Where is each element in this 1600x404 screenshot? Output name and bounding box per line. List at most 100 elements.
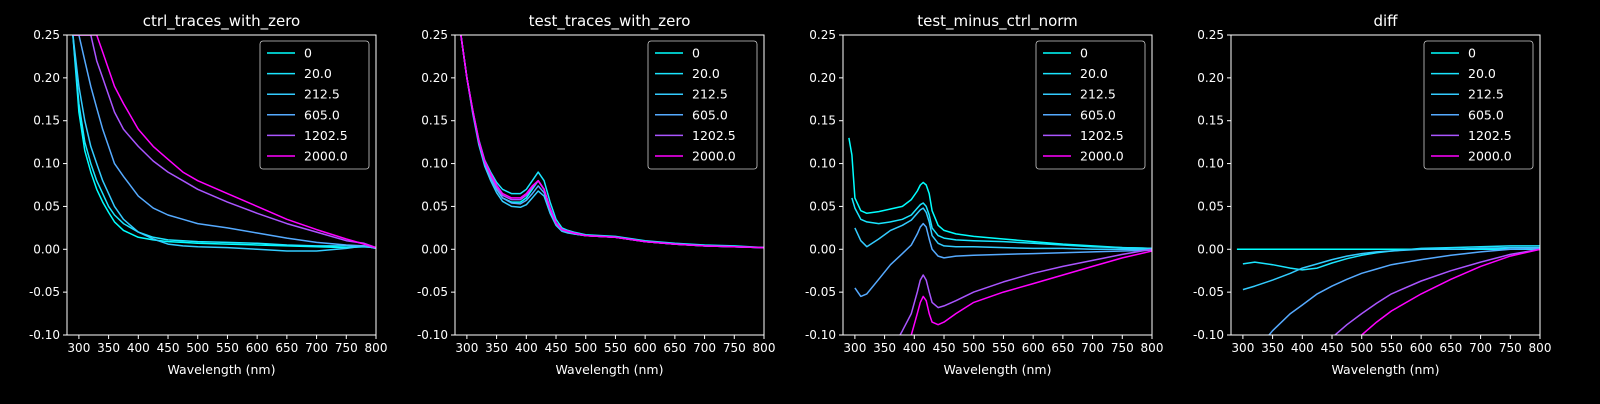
legend-label: 1202.5 [1080, 128, 1124, 143]
series-line-0 [848, 137, 1152, 250]
y-tick-label: -0.10 [805, 328, 836, 342]
y-tick-label: 0.05 [809, 199, 836, 213]
subplot-title: test_traces_with_zero [529, 12, 691, 31]
y-tick-label: -0.05 [29, 285, 60, 299]
axes-frame [66, 34, 377, 336]
legend: 0 20.0 212.5 605.0 1202.5 2000.0 [1035, 40, 1146, 170]
series-group [1236, 245, 1540, 335]
legend-label: 605.0 [1080, 107, 1116, 122]
legend-label: 605.0 [1468, 107, 1504, 122]
y-tick-label: 0.00 [1197, 242, 1224, 256]
legend-label: 0 [1468, 46, 1476, 61]
x-tick-label: 450 [157, 341, 180, 355]
legend: 0 20.0 212.5 605.0 1202.5 2000.0 [1423, 40, 1534, 170]
legend-label: 20.0 [304, 66, 332, 81]
x-tick-label: 500 [574, 341, 597, 355]
legend: 0 20.0 212.5 605.0 1202.5 2000.0 [647, 40, 758, 170]
y-tick-label: -0.05 [1193, 285, 1224, 299]
y-tick-label: 0.10 [809, 157, 836, 171]
y-tick-label: 0.10 [421, 157, 448, 171]
x-tick-label: 300 [843, 341, 866, 355]
x-tick-label: 400 [127, 341, 150, 355]
legend-label: 212.5 [692, 87, 728, 102]
legend-label: 1202.5 [692, 128, 736, 143]
x-tick-label: 700 [693, 341, 716, 355]
x-tick-label: 550 [604, 341, 627, 355]
x-axis-label: Wavelength (nm) [556, 362, 664, 377]
y-tick-label: 0.00 [809, 242, 836, 256]
x-tick-label: 500 [186, 341, 209, 355]
series-line-605-0 [1268, 247, 1540, 335]
y-tick-label: 0.05 [421, 199, 448, 213]
x-tick-label: 750 [723, 341, 746, 355]
x-tick-label: 600 [246, 341, 269, 355]
x-axis-label: Wavelength (nm) [1332, 362, 1440, 377]
x-tick-label: 400 [1291, 341, 1314, 355]
x-tick-label: 650 [275, 341, 298, 355]
x-tick-label: 350 [1261, 341, 1284, 355]
legend-label: 0 [304, 46, 312, 61]
y-tick-label: 0.20 [809, 71, 836, 85]
x-tick-label: 550 [1380, 341, 1403, 355]
y-tick-label: 0.25 [421, 28, 448, 42]
y-tick-label: 0.05 [33, 199, 60, 213]
y-tick-label: 0.20 [33, 71, 60, 85]
y-tick-label: -0.10 [1193, 328, 1224, 342]
series-line-0 [72, 35, 376, 249]
series-line-2000-0 [460, 35, 764, 249]
legend-label: 2000.0 [304, 149, 348, 164]
series-line-212-5 [72, 35, 376, 252]
series-line-212-5 [854, 207, 1152, 251]
y-tick-label: 0.15 [421, 114, 448, 128]
series-line-605-0 [72, 35, 376, 250]
x-tick-label: 650 [1051, 341, 1074, 355]
x-tick-label: 550 [216, 341, 239, 355]
x-tick-label: 750 [1111, 341, 1134, 355]
y-tick-label: -0.10 [29, 328, 60, 342]
y-tick-label: -0.05 [417, 285, 448, 299]
subplot-ctrl-traces: ctrl_traces_with_zero Wavelength (nm) 30… [29, 12, 388, 377]
y-tick-label: -0.10 [417, 328, 448, 342]
series-line-1202-5 [72, 35, 376, 249]
legend: 0 20.0 212.5 605.0 1202.5 2000.0 [259, 40, 370, 170]
legend-label: 212.5 [1468, 87, 1504, 102]
y-tick-label: 0.10 [1197, 157, 1224, 171]
legend-label: 0 [692, 46, 700, 61]
series-line-212-5 [1242, 246, 1540, 291]
axes-frame [1230, 34, 1541, 336]
subplot-title: ctrl_traces_with_zero [143, 12, 300, 31]
legend-label: 605.0 [692, 107, 728, 122]
x-tick-label: 300 [455, 341, 478, 355]
x-tick-label: 650 [663, 341, 686, 355]
y-tick-label: 0.20 [1197, 71, 1224, 85]
x-tick-label: 700 [305, 341, 328, 355]
x-tick-label: 400 [903, 341, 926, 355]
series-group [460, 35, 764, 249]
legend-label: 2000.0 [1468, 149, 1512, 164]
legend-label: 1202.5 [304, 128, 348, 143]
axes-frame [842, 34, 1153, 336]
subplot-title: diff [1373, 12, 1398, 30]
subplot-test-minus-ctrl: test_minus_ctrl_norm Wavelength (nm) 300… [805, 12, 1164, 377]
y-tick-label: 0.20 [421, 71, 448, 85]
x-axis-label: Wavelength (nm) [944, 362, 1052, 377]
x-tick-label: 300 [1231, 341, 1254, 355]
x-tick-label: 600 [1022, 341, 1045, 355]
x-tick-label: 500 [962, 341, 985, 355]
legend-label: 212.5 [1080, 87, 1116, 102]
x-tick-label: 650 [1439, 341, 1462, 355]
series-line-605-0 [854, 222, 1152, 298]
legend-label: 20.0 [692, 66, 720, 81]
legend-label: 0 [1080, 46, 1088, 61]
x-tick-label: 350 [873, 341, 896, 355]
x-tick-label: 450 [545, 341, 568, 355]
x-tick-label: 750 [1499, 341, 1522, 355]
legend-label: 20.0 [1080, 66, 1108, 81]
series-line-20-0 [851, 197, 1152, 250]
x-tick-label: 700 [1081, 341, 1104, 355]
x-tick-label: 700 [1469, 341, 1492, 355]
y-tick-label: 0.15 [1197, 114, 1224, 128]
x-tick-label: 600 [1410, 341, 1433, 355]
legend-label: 212.5 [304, 87, 340, 102]
